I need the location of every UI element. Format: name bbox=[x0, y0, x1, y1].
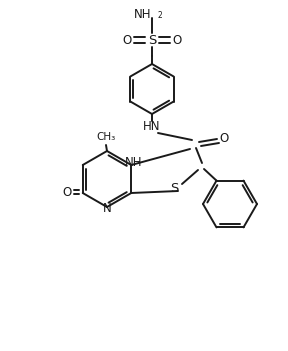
Text: S: S bbox=[170, 181, 178, 194]
Text: HN: HN bbox=[143, 120, 161, 133]
Text: NH: NH bbox=[124, 157, 142, 170]
Text: O: O bbox=[219, 132, 229, 145]
Text: S: S bbox=[148, 33, 156, 46]
Text: NH: NH bbox=[134, 7, 151, 20]
Text: N: N bbox=[103, 203, 111, 216]
Text: 2: 2 bbox=[157, 11, 162, 20]
Text: O: O bbox=[122, 33, 132, 46]
Text: CH₃: CH₃ bbox=[96, 132, 115, 142]
Text: O: O bbox=[173, 33, 182, 46]
Text: O: O bbox=[62, 186, 71, 199]
